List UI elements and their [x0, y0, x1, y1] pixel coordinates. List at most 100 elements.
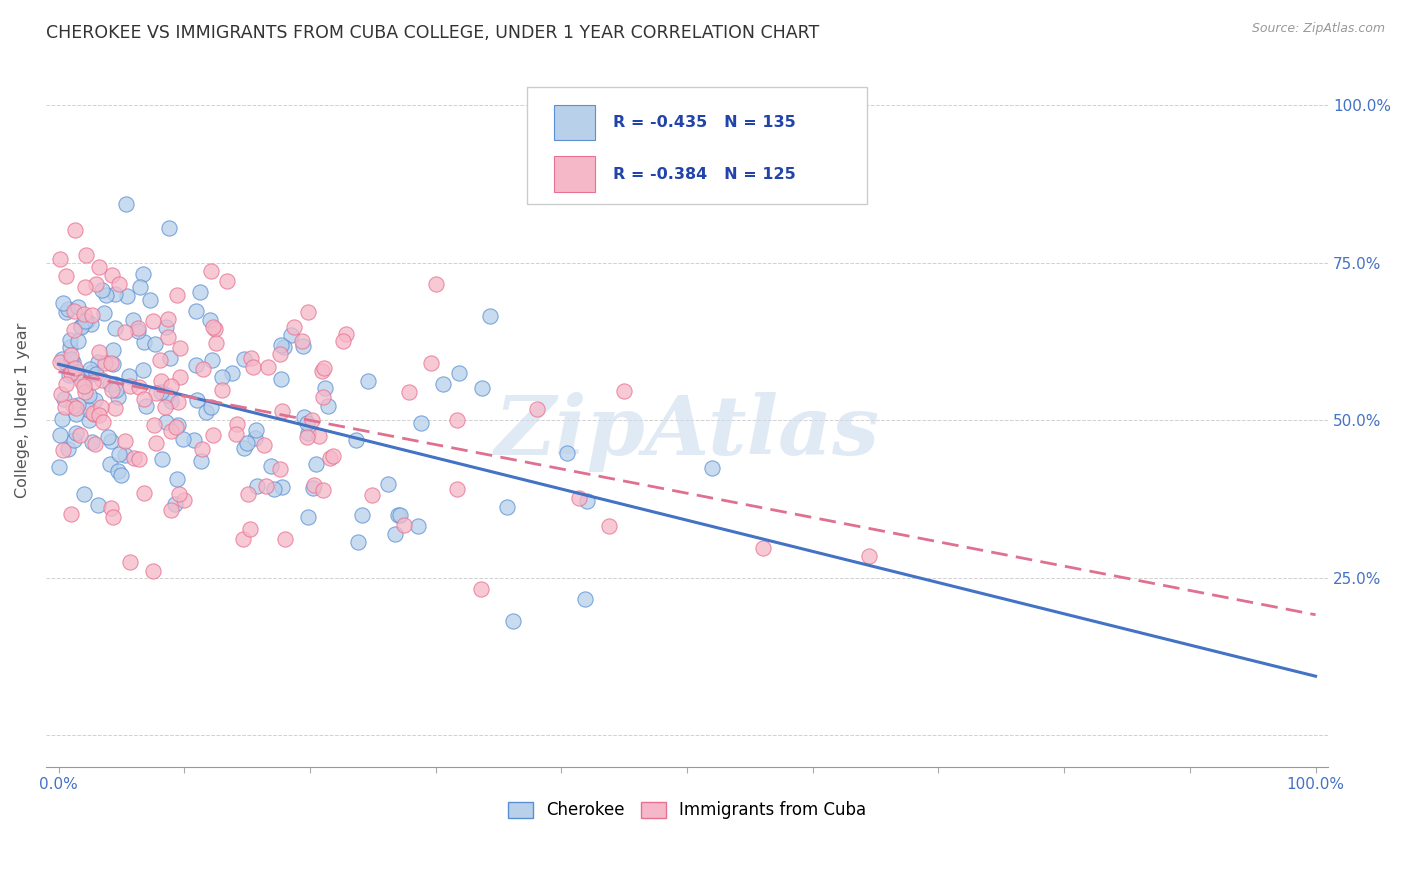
- Point: [52, 392, 75, 406]
- Point: [225, 426, 247, 441]
- Point: [69, 427, 91, 442]
- Point: [191, 442, 214, 457]
- Point: [82, 434, 104, 449]
- Point: [62, 354, 84, 368]
- Point: [297, 510, 319, 524]
- Point: [65, 407, 87, 421]
- Point: [312, 483, 335, 497]
- Point: [73, 374, 96, 388]
- Point: [301, 413, 323, 427]
- Point: [568, 491, 591, 505]
- Point: [66, 365, 89, 379]
- Point: [350, 508, 373, 522]
- Point: [103, 357, 125, 371]
- Text: R = -0.384   N = 125: R = -0.384 N = 125: [613, 167, 796, 182]
- Point: [169, 341, 191, 355]
- Point: [263, 482, 285, 496]
- Point: [90, 400, 112, 414]
- Point: [91, 415, 114, 429]
- Point: [118, 555, 141, 569]
- Point: [145, 386, 167, 401]
- Point: [148, 353, 170, 368]
- Point: [295, 430, 318, 444]
- Point: [66, 300, 89, 314]
- FancyBboxPatch shape: [527, 87, 866, 204]
- Point: [150, 385, 173, 400]
- Point: [100, 501, 122, 516]
- Point: [131, 267, 153, 281]
- Point: [59, 367, 82, 381]
- Point: [73, 486, 96, 500]
- Point: [86, 277, 108, 292]
- Point: [322, 449, 344, 463]
- Point: [202, 319, 225, 334]
- Point: [357, 374, 380, 388]
- Point: [526, 402, 548, 417]
- Point: [186, 393, 208, 408]
- Point: [87, 345, 110, 359]
- Point: [98, 377, 121, 392]
- Point: [83, 407, 105, 421]
- Point: [55, 305, 77, 319]
- Point: [107, 390, 129, 404]
- Point: [142, 564, 165, 578]
- Point: [55, 268, 77, 283]
- Text: CHEROKEE VS IMMIGRANTS FROM CUBA COLLEGE, UNDER 1 YEAR CORRELATION CHART: CHEROKEE VS IMMIGRANTS FROM CUBA COLLEGE…: [46, 24, 820, 42]
- Point: [159, 394, 181, 409]
- Text: Source: ZipAtlas.com: Source: ZipAtlas.com: [1251, 22, 1385, 36]
- Point: [167, 487, 190, 501]
- Point: [55, 356, 77, 370]
- Point: [73, 384, 96, 399]
- Point: [77, 413, 100, 427]
- Point: [201, 353, 224, 368]
- Point: [58, 368, 80, 383]
- Point: [105, 383, 128, 397]
- Point: [53, 401, 76, 415]
- Point: [302, 478, 325, 492]
- Point: [51, 412, 73, 426]
- Point: [314, 360, 336, 375]
- Point: [173, 493, 195, 508]
- Point: [63, 323, 86, 337]
- Point: [128, 451, 150, 466]
- Point: [94, 356, 117, 370]
- Point: [200, 264, 222, 278]
- Point: [446, 412, 468, 426]
- Y-axis label: College, Under 1 year: College, Under 1 year: [15, 323, 30, 499]
- Point: [260, 459, 283, 474]
- Point: [332, 334, 354, 348]
- Point: [297, 304, 319, 318]
- Point: [254, 479, 277, 493]
- Point: [103, 343, 125, 358]
- Point: [65, 401, 87, 415]
- Point: [186, 304, 208, 318]
- Point: [576, 494, 599, 508]
- Point: [62, 304, 84, 318]
- Point: [100, 458, 122, 472]
- Point: [150, 374, 173, 388]
- Point: [389, 508, 412, 522]
- Point: [48, 427, 70, 442]
- Point: [361, 488, 384, 502]
- Point: [200, 400, 222, 414]
- Point: [242, 359, 264, 374]
- Point: [302, 481, 325, 495]
- Point: [70, 319, 93, 334]
- Point: [471, 381, 494, 395]
- Point: [87, 260, 110, 274]
- Point: [118, 379, 141, 393]
- Point: [183, 433, 205, 447]
- Point: [114, 448, 136, 462]
- Point: [221, 367, 243, 381]
- Point: [59, 333, 82, 347]
- Point: [420, 356, 443, 370]
- Point: [167, 417, 190, 432]
- Point: [70, 375, 93, 389]
- Point: [67, 398, 90, 412]
- Point: [191, 362, 214, 376]
- Point: [280, 328, 302, 343]
- Point: [100, 356, 122, 370]
- Point: [96, 288, 118, 302]
- Point: [145, 436, 167, 450]
- Point: [159, 503, 181, 517]
